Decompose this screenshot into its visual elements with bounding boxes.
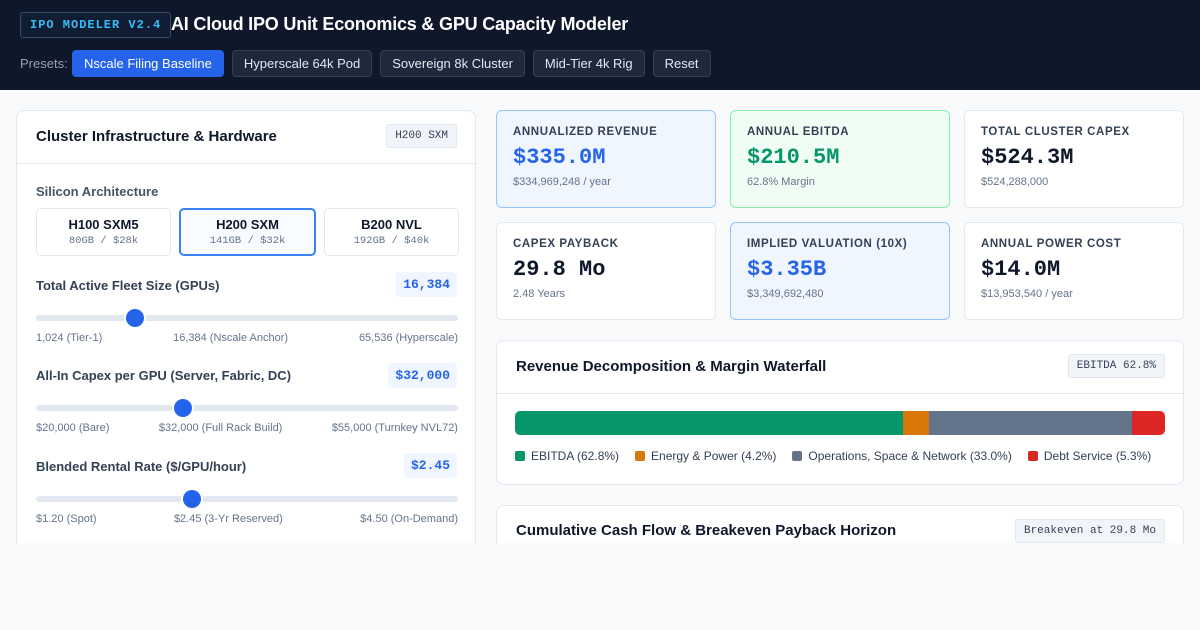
reset-button[interactable]: Reset bbox=[652, 50, 711, 77]
kpi-subtext: $13,953,540 / year bbox=[981, 288, 1073, 300]
kpi-value: $14.0M bbox=[981, 257, 1061, 282]
arch-spec: 192GB / $40k bbox=[353, 235, 430, 247]
arch-option-h200[interactable]: H200 SXM 141GB / $32k bbox=[179, 208, 316, 256]
fleet-size-scale: 1,024 (Tier-1) 16,384 (Nscale Anchor) 65… bbox=[36, 332, 458, 344]
arch-option-h100[interactable]: H100 SXM5 80GB / $28k bbox=[36, 208, 171, 256]
kpi-implied-valuation: Implied Valuation (10x) $3.35B $3,349,69… bbox=[730, 222, 950, 320]
kpi-total-capex: Total Cluster Capex $524.3M $524,288,000 bbox=[964, 110, 1184, 208]
rental-rate-scale: $1.20 (Spot) $2.45 (3-Yr Reserved) $4.50… bbox=[36, 513, 458, 525]
legend-label: Debt Service (5.3%) bbox=[1043, 449, 1152, 463]
preset-bar: Nscale Filing Baseline Hyperscale 64k Po… bbox=[72, 50, 711, 77]
legend-ebitda: EBITDA (62.8%) bbox=[515, 449, 619, 463]
kpi-value: 29.8 Mo bbox=[513, 257, 606, 282]
capex-per-gpu-slider-thumb[interactable] bbox=[173, 399, 192, 417]
rental-rate-slider[interactable] bbox=[36, 490, 458, 508]
preset-sovereign-button[interactable]: Sovereign 8k Cluster bbox=[380, 50, 525, 77]
segment-ebitda bbox=[515, 411, 903, 435]
legend-swatch bbox=[792, 451, 803, 461]
arch-option-b200[interactable]: B200 NVL 192GB / $40k bbox=[324, 208, 459, 256]
architecture-selector: H100 SXM5 80GB / $28k H200 SXM 141GB / $… bbox=[36, 208, 459, 256]
legend-operations: Operations, Space & Network (33.0%) bbox=[792, 449, 1012, 463]
kpi-label: Annualized Revenue bbox=[513, 126, 658, 138]
scale-mid: 16,384 (Nscale Anchor) bbox=[173, 332, 289, 344]
kpi-label: Annual EBITDA bbox=[747, 126, 850, 138]
kpi-subtext: 2.48 Years bbox=[513, 288, 565, 300]
kpi-annualized-revenue: Annualized Revenue $335.0M $334,969,248 … bbox=[496, 110, 716, 208]
legend-label: Operations, Space & Network (33.0%) bbox=[808, 449, 1012, 463]
kpi-label: Annual Power Cost bbox=[981, 238, 1122, 250]
kpi-annual-ebitda: Annual EBITDA $210.5M 62.8% Margin bbox=[730, 110, 950, 208]
scale-mid: $2.45 (3-Yr Reserved) bbox=[173, 513, 283, 525]
legend-label: Energy & Power (4.2%) bbox=[651, 449, 777, 463]
selected-gpu-chip: H200 SXM bbox=[386, 124, 457, 148]
legend-swatch bbox=[515, 451, 525, 461]
capex-per-gpu-label: All-In Capex per GPU (Server, Fabric, DC… bbox=[36, 368, 292, 383]
app-title: AI Cloud IPO Unit Economics & GPU Capaci… bbox=[171, 14, 629, 34]
kpi-value: $3.35B bbox=[747, 257, 827, 282]
margin-waterfall-header: Revenue Decomposition & Margin Waterfall… bbox=[497, 341, 1183, 394]
fleet-size-value: 16,384 bbox=[396, 272, 457, 297]
infrastructure-panel-header: Cluster Infrastructure & Hardware H200 S… bbox=[17, 111, 475, 164]
kpi-value: $210.5M bbox=[747, 145, 840, 170]
kpi-subtext: $3,349,692,480 bbox=[747, 288, 824, 300]
margin-waterfall-title: Revenue Decomposition & Margin Waterfall bbox=[516, 358, 827, 375]
arch-name: B200 NVL bbox=[361, 217, 422, 232]
legend-swatch bbox=[635, 451, 646, 461]
kpi-annual-power-cost: Annual Power Cost $14.0M $13,953,540 / y… bbox=[964, 222, 1184, 320]
presets-label: Presets: bbox=[20, 56, 68, 71]
rental-rate-slider-thumb[interactable] bbox=[183, 490, 202, 508]
cash-flow-title: Cumulative Cash Flow & Breakeven Payback… bbox=[516, 522, 897, 539]
margin-waterfall-panel: Revenue Decomposition & Margin Waterfall… bbox=[496, 340, 1184, 485]
kpi-capex-payback: Capex Payback 29.8 Mo 2.48 Years bbox=[496, 222, 716, 320]
revenue-decomposition-bar bbox=[515, 411, 1165, 435]
infrastructure-panel-title: Cluster Infrastructure & Hardware bbox=[36, 128, 277, 145]
scale-max: 65,536 (Hyperscale) bbox=[358, 332, 458, 344]
kpi-value: $335.0M bbox=[513, 145, 606, 170]
kpi-label: Capex Payback bbox=[513, 238, 619, 250]
kpi-value: $524.3M bbox=[981, 145, 1074, 170]
scale-min: 1,024 (Tier-1) bbox=[36, 332, 103, 344]
infrastructure-panel: Cluster Infrastructure & Hardware H200 S… bbox=[16, 110, 476, 550]
kpi-subtext: $524,288,000 bbox=[981, 176, 1049, 188]
silicon-architecture-label: Silicon Architecture bbox=[36, 184, 159, 199]
rental-rate-value: $2.45 bbox=[403, 453, 457, 478]
kpi-label: Total Cluster Capex bbox=[981, 126, 1130, 138]
legend-energy-power: Energy & Power (4.2%) bbox=[635, 449, 776, 463]
capex-per-gpu-value: $32,000 bbox=[388, 363, 457, 388]
rental-rate-label: Blended Rental Rate ($/GPU/hour) bbox=[36, 459, 247, 474]
arch-spec: 141GB / $32k bbox=[209, 235, 286, 247]
scale-max: $4.50 (On-Demand) bbox=[360, 513, 458, 525]
segment-energy-power bbox=[902, 411, 929, 435]
arch-spec: 80GB / $28k bbox=[68, 235, 139, 247]
arch-name: H200 SXM bbox=[216, 217, 279, 232]
ebitda-margin-chip: EBITDA 62.8% bbox=[1067, 354, 1165, 378]
preset-nscale-baseline-button[interactable]: Nscale Filing Baseline bbox=[72, 50, 224, 77]
arch-name: H100 SXM5 bbox=[68, 217, 139, 232]
legend-label: EBITDA (62.8%) bbox=[531, 449, 620, 463]
legend-swatch bbox=[1027, 451, 1038, 461]
segment-operations bbox=[928, 411, 1133, 435]
breakeven-chip: Breakeven at 29.8 Mo bbox=[1014, 519, 1165, 543]
top-bar: IPO MODELER V2.4 AI Cloud IPO Unit Econo… bbox=[0, 0, 1200, 90]
scale-min: $1.20 (Spot) bbox=[36, 513, 97, 525]
preset-mid-tier-button[interactable]: Mid-Tier 4k Rig bbox=[532, 50, 645, 77]
capex-scale: $20,000 (Bare) $32,000 (Full Rack Build)… bbox=[36, 422, 458, 434]
preset-hyperscale-button[interactable]: Hyperscale 64k Pod bbox=[231, 50, 373, 77]
segment-debt-service bbox=[1132, 411, 1165, 435]
fleet-size-slider[interactable] bbox=[36, 309, 458, 327]
viewport-fold bbox=[0, 543, 1200, 630]
capex-per-gpu-slider[interactable] bbox=[36, 399, 458, 417]
fleet-size-label: Total Active Fleet Size (GPUs) bbox=[36, 278, 220, 293]
scale-max: $55,000 (Turnkey NVL72) bbox=[331, 422, 458, 434]
kpi-label: Implied Valuation (10x) bbox=[747, 238, 908, 250]
scale-mid: $32,000 (Full Rack Build) bbox=[158, 422, 283, 434]
legend-debt-service: Debt Service (5.3%) bbox=[1027, 449, 1152, 463]
fleet-size-slider-thumb[interactable] bbox=[126, 309, 145, 327]
version-badge: IPO MODELER V2.4 bbox=[20, 12, 172, 38]
waterfall-legend: EBITDA (62.8%) Energy & Power (4.2%) Ope… bbox=[515, 449, 1151, 463]
kpi-subtext: 62.8% Margin bbox=[747, 176, 815, 188]
kpi-subtext: $334,969,248 / year bbox=[513, 176, 611, 188]
scale-min: $20,000 (Bare) bbox=[36, 422, 110, 434]
